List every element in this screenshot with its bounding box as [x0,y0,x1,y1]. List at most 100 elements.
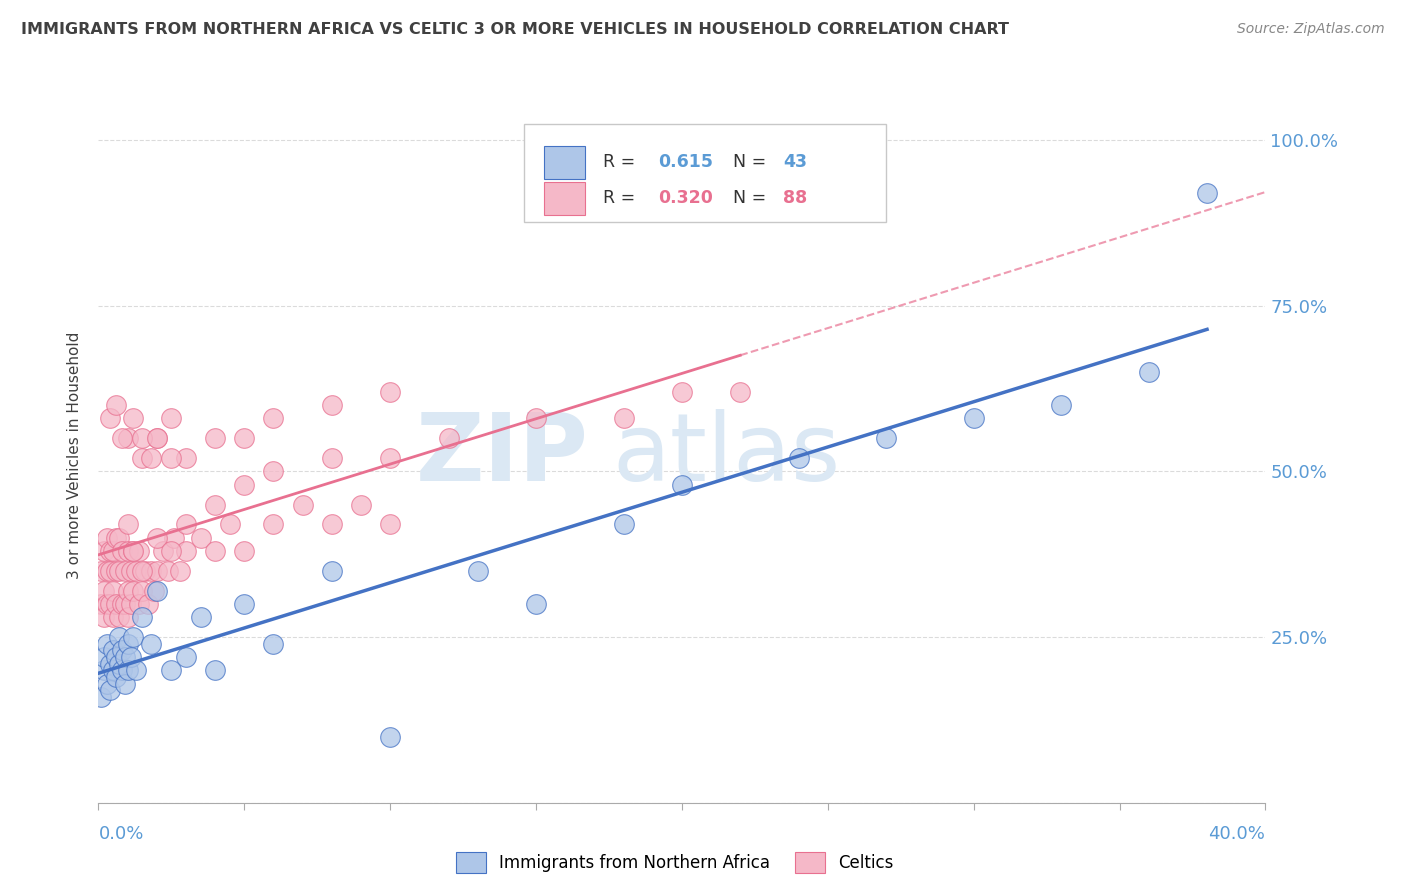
Point [787,451,810,466]
Point [101,643,124,657]
Point [378,517,402,532]
Point [108,657,131,671]
Point [101,544,124,558]
Point [108,630,131,644]
Point [108,610,131,624]
Text: N =: N = [734,153,772,171]
Point [146,531,169,545]
Point [117,610,139,624]
Point [117,517,139,532]
Point [114,564,136,578]
Point [321,517,343,532]
Point [321,564,343,578]
Point [204,498,226,512]
Point [262,517,284,532]
Point [671,477,693,491]
Point [378,384,402,399]
Point [125,564,148,578]
Text: ZIP: ZIP [416,409,589,501]
Point [233,544,256,558]
Point [169,564,191,578]
Point [163,531,186,545]
Point [139,564,162,578]
Point [321,398,343,412]
Point [204,544,226,558]
Point [204,431,226,445]
Point [98,657,121,671]
Point [262,465,284,479]
Point [93,663,115,677]
Point [174,451,197,466]
Point [98,683,121,698]
Point [142,583,165,598]
Point [96,531,118,545]
Point [524,411,547,425]
Point [875,431,897,445]
Point [190,610,212,624]
Point [204,663,226,677]
Y-axis label: 3 or more Vehicles in Household: 3 or more Vehicles in Household [67,331,83,579]
Point [104,564,127,578]
Point [671,384,693,399]
Point [122,411,145,425]
Point [378,730,402,744]
Text: 0.320: 0.320 [658,189,713,208]
Point [114,597,136,611]
Point [612,411,634,425]
Text: 0.615: 0.615 [658,153,714,171]
Point [157,564,180,578]
Point [104,597,127,611]
Point [98,411,121,425]
Point [612,517,634,532]
Point [131,610,153,624]
Point [131,564,153,578]
Point [111,643,134,657]
Point [524,597,547,611]
Point [93,583,115,598]
Point [120,564,142,578]
Point [117,583,139,598]
Point [111,544,134,558]
Point [114,650,136,665]
Point [128,544,150,558]
Point [174,544,197,558]
Text: N =: N = [734,189,772,208]
Point [291,498,314,512]
Point [134,564,156,578]
Point [350,498,373,512]
Point [152,544,174,558]
Point [190,531,212,545]
Point [101,583,124,598]
Point [93,650,115,665]
Point [146,431,169,445]
FancyBboxPatch shape [544,145,585,179]
Point [101,663,124,677]
Point [108,564,131,578]
Point [120,650,142,665]
Text: atlas: atlas [612,409,841,501]
Text: Source: ZipAtlas.com: Source: ZipAtlas.com [1237,22,1385,37]
Point [114,676,136,690]
Point [233,477,256,491]
Point [104,670,127,684]
Point [90,564,112,578]
Point [96,564,118,578]
Point [98,597,121,611]
Point [122,544,145,558]
Point [120,597,142,611]
Point [117,637,139,651]
Point [233,597,256,611]
Point [90,597,112,611]
Point [174,650,197,665]
Text: 0.0%: 0.0% [98,825,143,843]
Point [728,384,751,399]
Point [117,663,139,677]
Point [131,583,153,598]
Point [96,676,118,690]
Point [111,597,134,611]
Point [104,531,127,545]
Text: 43: 43 [783,153,807,171]
Point [131,431,153,445]
Point [160,411,183,425]
FancyBboxPatch shape [544,182,585,215]
